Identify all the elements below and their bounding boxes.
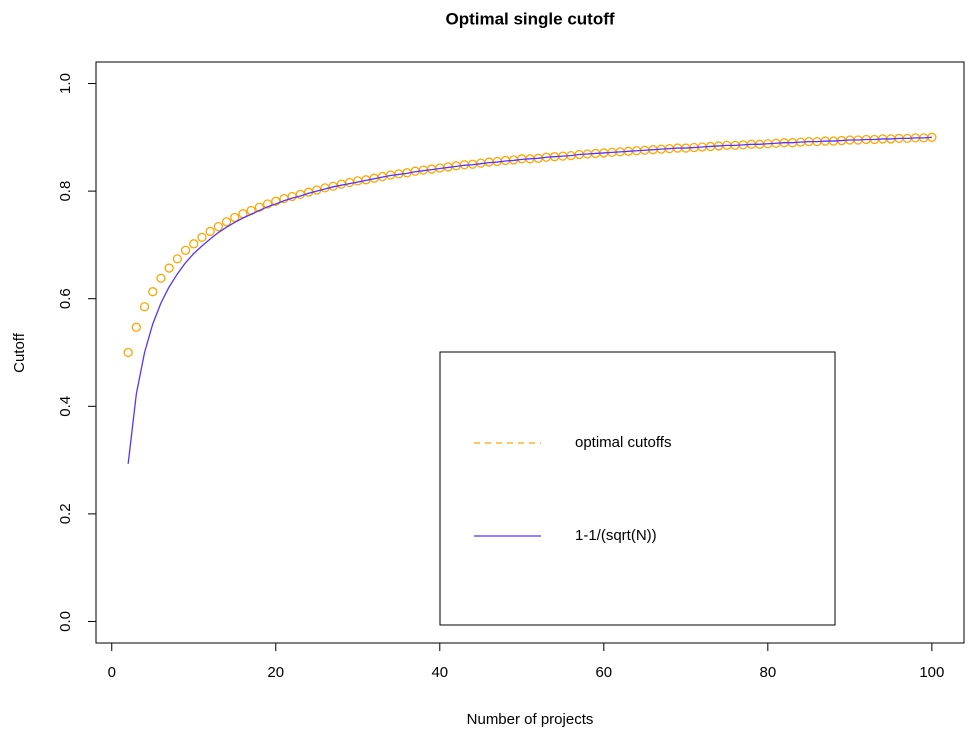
data-point [230,212,240,223]
x-tick-label: 100 [919,664,944,681]
y-tick-label: 1.0 [57,73,74,94]
data-point [279,193,289,204]
data-point [254,202,265,212]
legend-box [439,351,836,626]
data-point [164,263,174,273]
data-point [148,287,158,297]
data-point [189,239,199,249]
y-tick-label: 0.4 [57,396,74,417]
x-tick-label: 40 [431,664,448,681]
x-tick-label: 60 [595,664,612,681]
x-axis-label: Number of projects [467,711,594,728]
data-point [172,254,183,264]
data-point [197,232,207,243]
y-tick-label: 0.6 [57,288,74,309]
y-tick-label: 0.2 [57,503,74,524]
y-tick-label: 0.0 [57,611,74,632]
y-axis-label: Cutoff [11,332,28,373]
data-point [180,245,191,255]
data-point [205,226,215,237]
legend-label: 1-1/(sqrt(N)) [575,527,657,544]
x-tick-label: 20 [267,664,284,681]
y-tick-label: 0.8 [57,181,74,202]
legend-label: optimal cutoffs [575,434,671,451]
data-point [271,196,281,206]
data-line [127,136,932,464]
x-tick-label: 0 [108,664,116,681]
data-point [139,302,150,312]
data-point [123,347,133,358]
data-point [131,322,141,332]
data-point [262,199,273,209]
data-point [213,221,224,232]
data-point [221,217,232,227]
data-point [156,273,166,283]
chart-title: Optimal single cutoff [445,9,614,28]
x-tick-label: 80 [759,664,776,681]
